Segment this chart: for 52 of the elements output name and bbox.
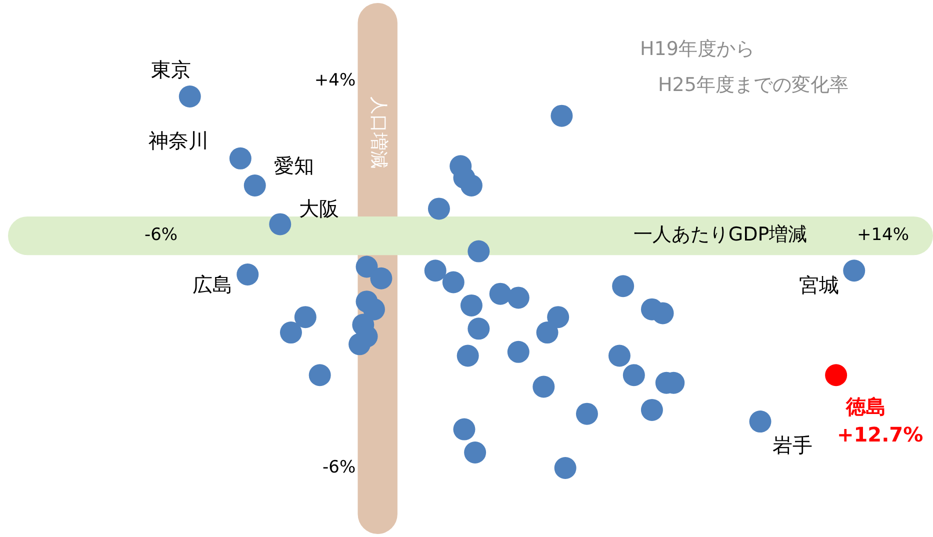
point: [269, 213, 292, 236]
annotation: 宮城: [799, 272, 840, 297]
point: [460, 174, 482, 196]
point: [749, 410, 772, 433]
point: [608, 344, 630, 367]
point: [294, 306, 316, 328]
point: [532, 376, 555, 398]
point: [507, 340, 530, 363]
point: [424, 260, 446, 282]
point: [442, 271, 464, 294]
point: [843, 260, 866, 282]
point: [550, 104, 573, 127]
point: [308, 364, 331, 386]
y-tick-label: +4%: [314, 70, 356, 90]
point: [825, 364, 848, 386]
point: [356, 256, 378, 278]
annotation: +12.7%: [836, 422, 924, 446]
point: [348, 333, 371, 356]
point: [468, 318, 490, 340]
y-axis-title: 人口増減: [368, 96, 389, 168]
point: [460, 294, 482, 316]
x-tick-label: +14%: [856, 225, 910, 246]
point: [536, 322, 558, 344]
point: [456, 344, 479, 367]
point: [453, 418, 476, 440]
point: [236, 264, 259, 286]
point: [612, 275, 634, 298]
point: [229, 147, 252, 170]
point: [640, 398, 663, 421]
point: [507, 286, 530, 309]
annotation: 東京: [150, 58, 191, 82]
x-axis-title: 一人あたりGDP増減: [633, 224, 808, 246]
annotation: 岩手: [772, 432, 812, 457]
point: [547, 306, 570, 328]
point: [622, 364, 645, 386]
annotation: 愛知: [274, 154, 314, 178]
point: [244, 174, 266, 196]
annotation: 大阪: [299, 196, 340, 220]
point: [554, 457, 576, 479]
point: [362, 298, 385, 320]
point: [370, 267, 392, 290]
point: [489, 282, 512, 305]
annotation: 神奈川: [148, 128, 208, 153]
point: [464, 442, 486, 464]
annotation: 広島: [192, 272, 233, 297]
annotation: H19年度から H25年度までの変化率: [640, 38, 848, 96]
point: [576, 402, 598, 425]
point: [280, 322, 302, 344]
point: [178, 85, 201, 108]
point: [468, 240, 490, 262]
point: [428, 198, 450, 220]
annotation: 徳島: [845, 394, 886, 418]
